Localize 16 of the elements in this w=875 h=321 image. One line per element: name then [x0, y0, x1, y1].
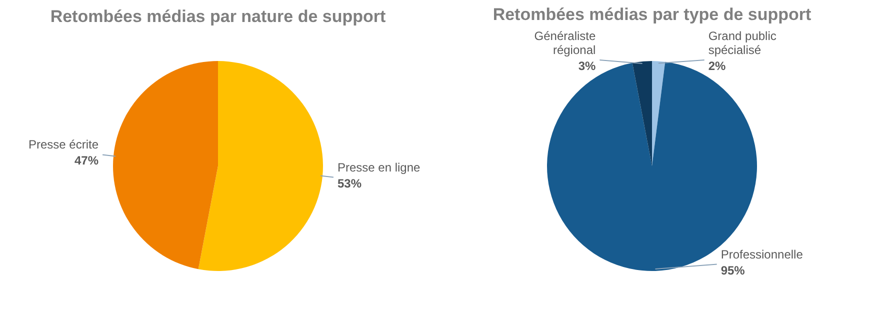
chart-title: Retombées médias par nature de support: [50, 7, 386, 26]
pie-slice: [113, 61, 218, 270]
slice-label: Presse écrite: [28, 138, 99, 152]
data-label: 47%: [74, 154, 99, 168]
slice-label: Presse en ligne: [337, 160, 421, 174]
slice-label: Grand public spécialisé: [708, 29, 776, 58]
pie-slice: [632, 61, 652, 166]
chart-title: Retombées médias par type de support: [492, 5, 812, 24]
pie-slice: [198, 61, 323, 271]
data-label: 53%: [337, 176, 362, 190]
slice-label: Professionnelle: [720, 247, 804, 262]
pie-slice: [652, 61, 666, 166]
slice-label: Généraliste régional: [534, 29, 596, 58]
data-label: 95%: [720, 263, 746, 278]
data-label: 3%: [578, 59, 596, 74]
data-label: 2%: [708, 59, 726, 74]
